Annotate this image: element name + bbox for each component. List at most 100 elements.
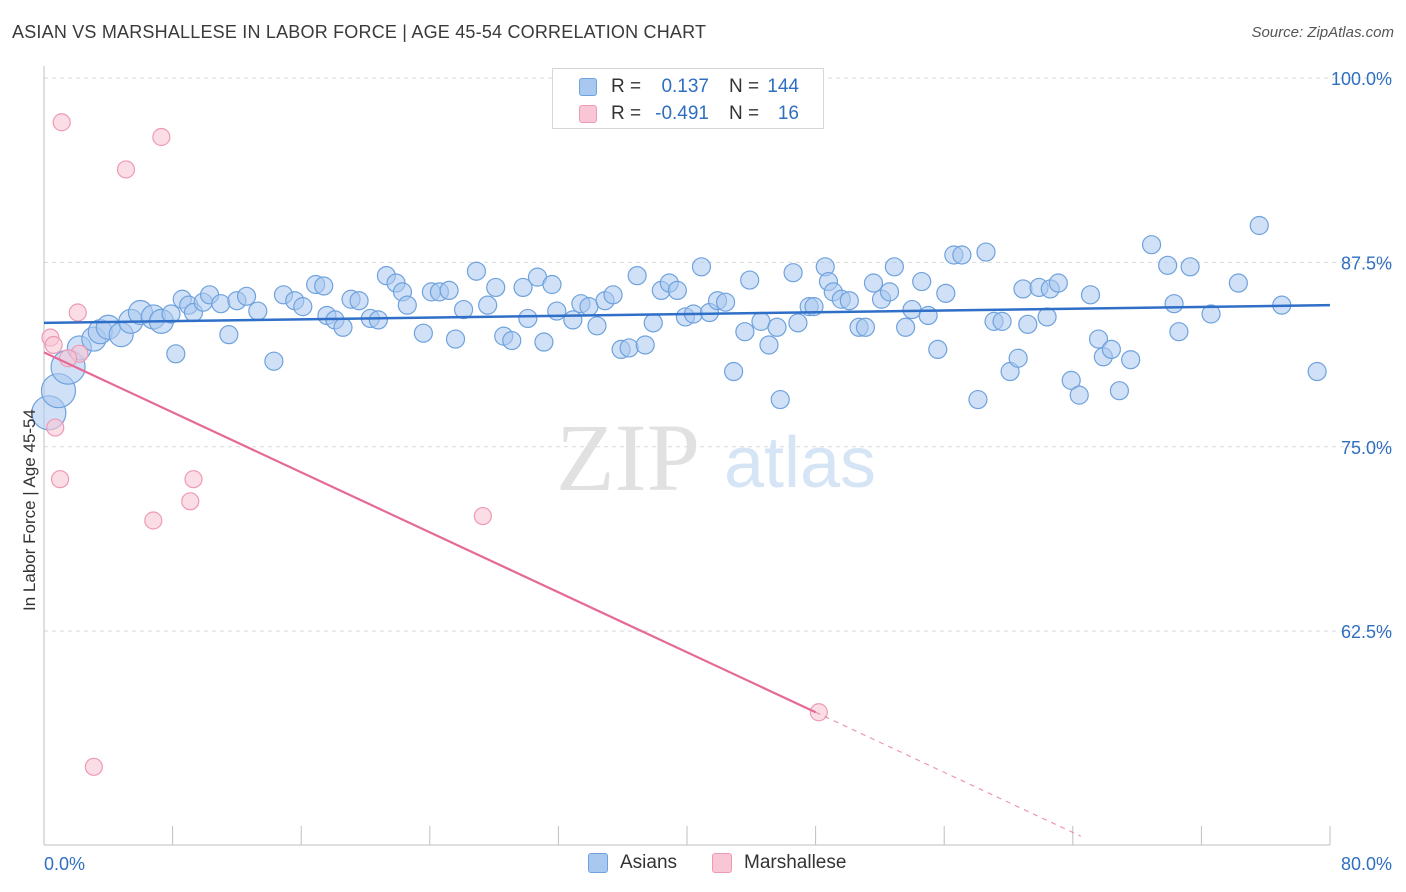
legend-n-label: N = (729, 76, 760, 97)
data-point-asians (1109, 381, 1130, 401)
data-point-asians (211, 294, 231, 314)
data-point-asians (1013, 279, 1033, 299)
legend-n-value: 144 (767, 76, 799, 97)
data-point-asians (667, 280, 687, 300)
data-point-asians (1228, 273, 1248, 293)
data-point-asians (788, 313, 808, 333)
legend-swatch-asians (579, 78, 597, 96)
data-point-asians (542, 274, 562, 295)
data-point-asians (619, 338, 639, 358)
data-point-asians (603, 285, 623, 305)
data-point-asians (219, 325, 239, 345)
data-point-marshallese (52, 113, 71, 132)
data-point-asians (740, 270, 760, 290)
data-point-asians (1088, 329, 1109, 349)
legend-swatch-marshallese (712, 853, 732, 873)
gridlines (44, 77, 1394, 632)
data-point-asians (1008, 348, 1028, 368)
data-point-asians (314, 276, 334, 296)
x-tick-label-min: 0.0% (44, 854, 85, 874)
series-marshallese (41, 113, 828, 776)
y-tick-label: 75.0% (1341, 438, 1392, 458)
data-point-asians (770, 389, 790, 410)
data-point-asians (952, 245, 972, 265)
data-point-asians (161, 304, 181, 324)
data-point-asians (1018, 314, 1038, 334)
data-point-asians (1164, 294, 1184, 314)
trend-lines (43, 303, 1331, 837)
data-point-asians (563, 310, 583, 330)
data-point-asians (635, 335, 655, 355)
data-point-marshallese (46, 418, 65, 437)
legend-r-label: R = (611, 76, 642, 97)
data-point-asians (767, 317, 787, 337)
data-point-marshallese (84, 757, 103, 776)
data-point-asians (928, 339, 948, 359)
data-point-asians (453, 299, 474, 320)
data-point-asians (1037, 307, 1057, 327)
data-point-marshallese (116, 160, 136, 179)
data-point-asians (413, 323, 433, 343)
trend-line-marshallese-extension (815, 711, 1082, 837)
data-point-asians (992, 311, 1012, 331)
data-point-marshallese (184, 470, 203, 489)
data-point-asians (896, 317, 916, 337)
legend-row-marshallese: R = -0.491 N = 16 (553, 101, 823, 127)
legend-r-label: R = (611, 103, 642, 124)
trend-line-marshallese (43, 351, 817, 714)
watermark-zip: ZIP (556, 404, 700, 511)
y-tick-label: 100.0% (1331, 69, 1392, 89)
data-point-asians (918, 305, 938, 326)
data-point-asians (912, 271, 932, 292)
data-point-asians (486, 277, 506, 298)
legend-label-asians: Asians (620, 852, 678, 873)
y-tick-label: 87.5% (1341, 253, 1392, 273)
data-point-asians (751, 311, 771, 331)
data-point-asians (502, 330, 522, 351)
data-point-asians (547, 301, 567, 321)
data-point-marshallese (473, 506, 492, 526)
data-point-asians (759, 335, 779, 355)
source-label: Source: ZipAtlas.com (1251, 24, 1394, 41)
data-point-asians (236, 286, 257, 306)
data-point-marshallese (181, 492, 200, 511)
legend-row-asians: R = 0.137 N = 144 (553, 74, 823, 100)
data-point-asians (293, 297, 313, 317)
data-point-asians (534, 332, 554, 352)
data-point-asians (1158, 255, 1178, 275)
y-tick-label: 62.5% (1341, 622, 1392, 642)
data-point-asians (1080, 285, 1101, 305)
data-point-asians (1169, 322, 1189, 342)
data-point-asians (333, 317, 353, 337)
data-point-marshallese (152, 127, 171, 147)
data-point-asians (1141, 235, 1162, 255)
data-point-asians (579, 297, 599, 317)
data-point-asians (1121, 350, 1141, 370)
data-point-asians (478, 295, 498, 315)
data-point-marshallese (809, 703, 828, 722)
data-point-asians (264, 351, 284, 371)
data-point-asians (1201, 304, 1221, 324)
data-point-asians (587, 316, 607, 336)
data-point-asians (1307, 361, 1327, 382)
data-point-asians (1061, 370, 1081, 390)
data-point-asians (936, 283, 956, 303)
legend-n-label: N = (729, 103, 760, 124)
data-point-marshallese (144, 511, 163, 530)
data-point-asians (855, 317, 876, 337)
data-point-asians (397, 295, 417, 315)
watermark-atlas: atlas (724, 423, 876, 503)
data-point-asians (248, 301, 268, 321)
series-asians (31, 215, 1327, 431)
data-point-asians (466, 261, 487, 281)
data-point-asians (643, 313, 663, 333)
data-point-asians (439, 280, 459, 300)
data-point-asians (691, 257, 712, 277)
data-point-asians (839, 291, 859, 311)
data-point-asians (735, 322, 755, 342)
data-point-asians (1048, 273, 1068, 293)
data-point-marshallese (44, 335, 63, 355)
data-point-asians (1069, 385, 1089, 405)
data-point-asians (445, 329, 466, 349)
